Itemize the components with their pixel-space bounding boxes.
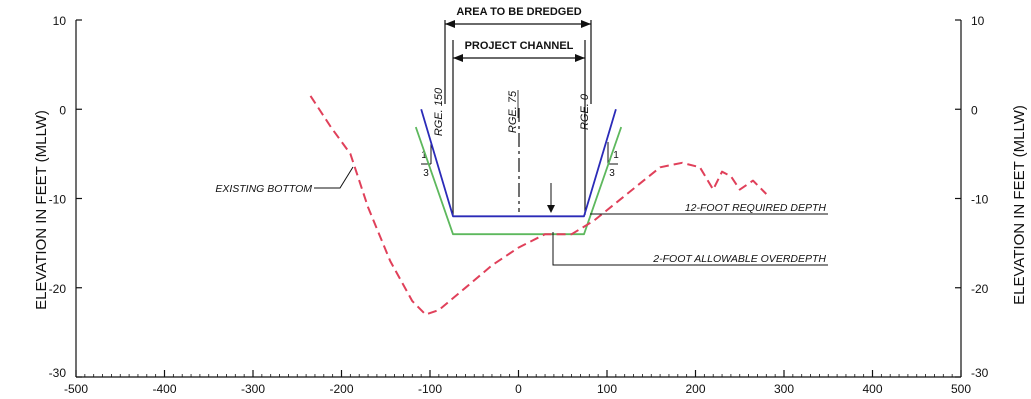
major-ticks <box>75 19 962 378</box>
y-tick-label-left: 0 <box>59 103 66 117</box>
existing-bottom-line <box>309 95 768 316</box>
overdepth-label: 2-FOOT ALLOWABLE OVERDEPTH <box>652 253 826 265</box>
y-tick-label-left: -10 <box>49 193 67 207</box>
slope-indicator-right <box>607 142 618 165</box>
depth-arrow-head <box>547 205 555 213</box>
series-layer <box>309 95 768 316</box>
x-tick-label: 100 <box>597 382 617 396</box>
y-tick-label-left: -30 <box>49 366 67 380</box>
y-axis-label-left: ELEVATION IN FEET (MLLW) <box>33 110 50 310</box>
x-tick-label: 500 <box>951 382 971 396</box>
required-depth-label: 12-FOOT REQUIRED DEPTH <box>685 202 827 214</box>
x-tick-label: 400 <box>862 382 882 396</box>
x-tick-label: 0 <box>515 382 522 396</box>
project-channel-label: PROJECT CHANNEL <box>465 40 574 52</box>
area-dimension <box>444 20 592 104</box>
y-tick-label-right: 0 <box>971 103 978 117</box>
project-channel-dimension <box>452 40 586 215</box>
slope-right-run: 3 <box>609 168 615 179</box>
existing-bottom-label: EXISTING BOTTOM <box>215 183 312 195</box>
rge-150-label: RGE. 150 <box>433 87 445 136</box>
overdepth-leader <box>552 232 828 266</box>
y-axis-label-right: ELEVATION IN FEET (MLLW) <box>1011 105 1028 305</box>
x-tick-label: 300 <box>774 382 794 396</box>
y-tick-label-right: -10 <box>971 193 989 207</box>
slope-right-rise: 1 <box>613 150 619 161</box>
y-tick-label-left: -20 <box>49 282 67 296</box>
y-tick-label-right: -30 <box>971 366 989 380</box>
rge-0-label: RGE. 0 <box>579 93 591 130</box>
x-tick-label: -400 <box>152 382 176 396</box>
y-tick-label-left: 10 <box>53 14 67 28</box>
x-tick-label: -300 <box>241 382 265 396</box>
area-to-be-dredged-label: AREA TO BE DREDGED <box>456 6 581 18</box>
x-tick-label: -100 <box>418 382 442 396</box>
y-tick-label-right: -20 <box>971 282 989 296</box>
required-depth-line <box>420 109 617 218</box>
x-tick-label: 200 <box>685 382 705 396</box>
slope-left-rise: 1 <box>421 150 427 161</box>
x-tick-label: -200 <box>329 382 353 396</box>
minor-ticks <box>84 374 953 377</box>
rge-75-label: RGE. 75 <box>507 90 519 133</box>
slope-left-run: 3 <box>423 168 429 179</box>
x-tick-label: -500 <box>64 382 88 396</box>
y-tick-label-right: 10 <box>971 14 985 28</box>
existing-bottom-leader <box>314 166 354 189</box>
overdepth-line <box>414 126 623 236</box>
